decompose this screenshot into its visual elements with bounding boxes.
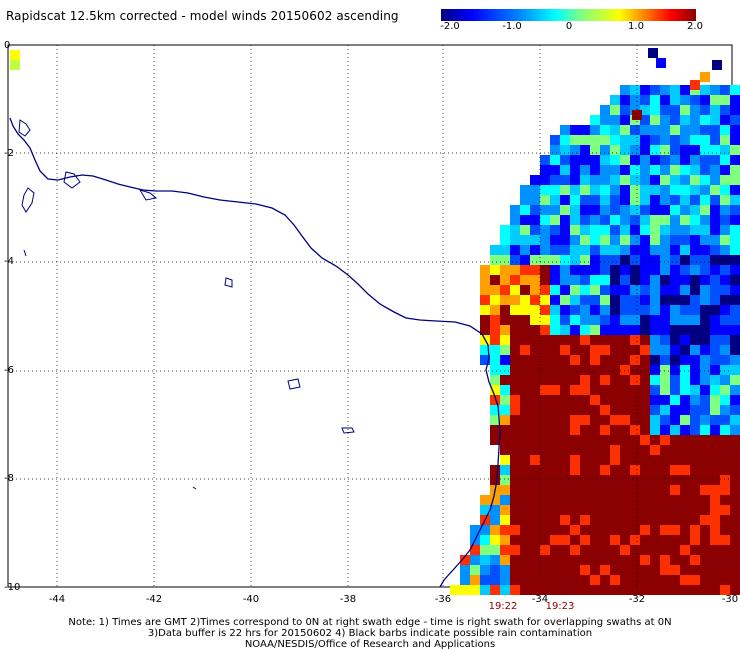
x-tick: -40 — [243, 594, 259, 605]
island-5 — [224, 277, 233, 288]
island-2 — [21, 187, 35, 213]
y-tick: -2 — [4, 148, 14, 159]
island-9 — [23, 249, 27, 257]
plot-area — [7, 44, 740, 595]
gridlines — [8, 44, 732, 587]
y-tick: -4 — [4, 256, 14, 267]
island-3 — [63, 171, 81, 189]
island-8 — [192, 486, 197, 490]
x-tick: -44 — [49, 594, 65, 605]
y-tick: 0 — [4, 40, 10, 51]
colorbar-label: -2.0 — [440, 21, 460, 32]
note-line-2: 3)Data buffer is 22 hrs for 20150602 4) … — [147, 628, 593, 639]
y-tick: -6 — [4, 365, 14, 376]
y-tick: -10 — [4, 582, 20, 593]
island-4 — [138, 189, 158, 201]
island-6 — [287, 378, 301, 390]
note-line-3: NOAA/NESDIS/Office of Research and Appli… — [244, 639, 496, 650]
x-tick: -34 — [532, 594, 548, 605]
x-tick: -36 — [435, 594, 451, 605]
swath-time-label: 19:22 — [489, 601, 518, 612]
colorbar-label: 0 — [565, 21, 573, 32]
island-7 — [341, 427, 355, 434]
wind-difference-field — [10, 48, 740, 595]
x-tick: -30 — [722, 594, 738, 605]
x-tick: -42 — [146, 594, 162, 605]
colorbar-label: 1.0 — [628, 21, 644, 32]
coastline — [9, 117, 501, 588]
note-line-1: Note: 1) Times are GMT 2)Times correspon… — [68, 617, 672, 628]
y-tick: -8 — [4, 473, 14, 484]
island-1 — [18, 119, 31, 137]
colorbar — [441, 9, 696, 21]
colorbar-label: -1.0 — [502, 21, 522, 32]
colorbar-label: 2.0 — [687, 21, 703, 32]
y-axis: 0 -2 -4 -6 -8 -10 — [4, 40, 20, 593]
x-tick: -38 — [340, 594, 356, 605]
map-title: Rapidscat 12.5km corrected - model winds… — [6, 9, 399, 23]
swath-time-label: 19:23 — [546, 601, 575, 612]
x-tick: -32 — [629, 594, 645, 605]
x-axis: -44 -42 -40 -38 -36 -34 -32 -30 — [49, 594, 738, 605]
